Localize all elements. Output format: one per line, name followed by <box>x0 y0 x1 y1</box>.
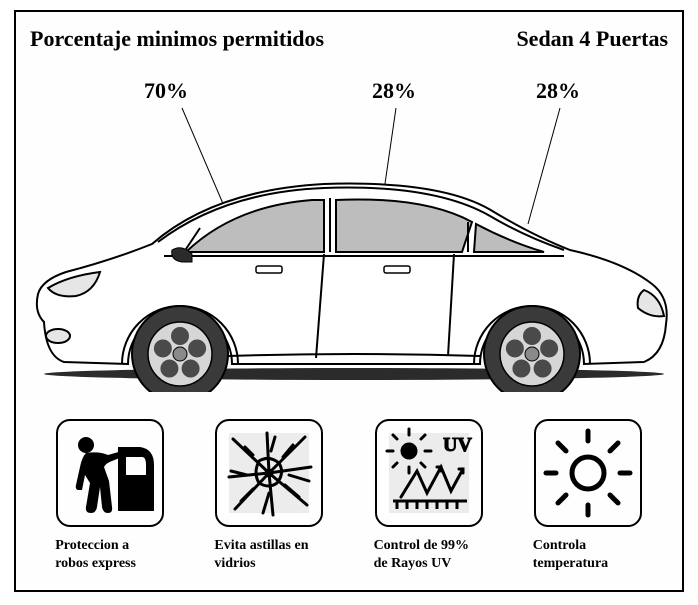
svg-text:UV: UV <box>443 434 472 456</box>
benefit-robbery: Proteccion a robos express <box>45 419 175 572</box>
robbery-icon <box>56 419 164 527</box>
benefit-shatter-label: Evita astillas en vidrios <box>214 537 324 572</box>
shatter-icon <box>215 419 323 527</box>
title-right: Sedan 4 Puertas <box>516 26 668 52</box>
header: Porcentaje minimos permitidos Sedan 4 Pu… <box>30 26 668 52</box>
infographic-frame: Porcentaje minimos permitidos Sedan 4 Pu… <box>14 10 684 592</box>
benefit-temp-label: Controla temperatura <box>533 537 643 572</box>
benefit-uv: UV <box>364 419 494 572</box>
benefit-shatter: Evita astillas en vidrios <box>204 419 334 572</box>
benefit-temp: Controla temperatura <box>523 419 653 572</box>
sun-icon <box>534 419 642 527</box>
benefit-uv-label: Control de 99% de Rayos UV <box>374 537 484 572</box>
car-diagram <box>24 72 678 392</box>
title-left: Porcentaje minimos permitidos <box>30 26 324 52</box>
benefit-robbery-label: Proteccion a robos express <box>55 537 165 572</box>
uv-icon: UV <box>375 419 483 527</box>
benefits-row: Proteccion a robos express Evita astil <box>16 419 682 572</box>
